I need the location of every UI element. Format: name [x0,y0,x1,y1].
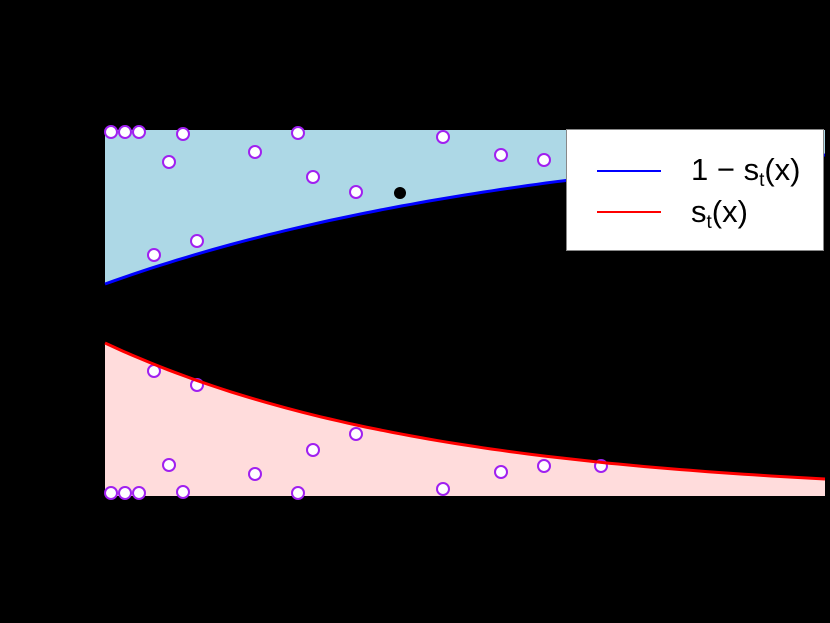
data-point [537,153,551,167]
highlight-point [394,187,406,199]
data-point [176,485,190,499]
data-point [118,486,132,500]
data-point [494,148,508,162]
data-point [190,234,204,248]
lower-shaded-region [105,343,825,496]
data-point [291,126,305,140]
data-point [104,486,118,500]
data-point [349,427,363,441]
data-points [104,125,608,500]
legend-swatch-red [597,211,661,213]
data-point [349,185,363,199]
legend-label-s: st(x) [691,194,748,233]
data-point [176,127,190,141]
series-line-s [104,341,826,481]
data-point [104,125,118,139]
data-point [537,459,551,473]
data-point [306,170,320,184]
data-point [494,465,508,479]
data-point [291,486,305,500]
data-point [248,467,262,481]
legend-swatch-blue [597,170,661,172]
data-point [132,486,146,500]
legend-label-one-minus-s: 1 − st(x) [691,152,801,191]
data-point [162,155,176,169]
data-point [306,443,320,457]
data-point [118,125,132,139]
data-point [162,458,176,472]
data-point [132,125,146,139]
data-point [436,130,450,144]
data-point [248,145,262,159]
data-point [147,248,161,262]
data-point [436,482,450,496]
legend: 1 − st(x) st(x) [566,129,824,251]
